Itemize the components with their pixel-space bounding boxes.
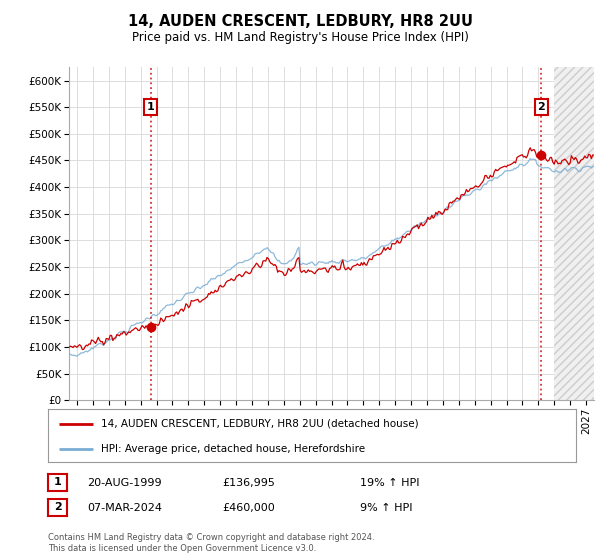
Text: 1: 1 xyxy=(147,102,154,112)
Text: 20-AUG-1999: 20-AUG-1999 xyxy=(87,478,161,488)
Text: £136,995: £136,995 xyxy=(222,478,275,488)
Text: 1: 1 xyxy=(54,477,61,487)
Text: 2: 2 xyxy=(54,502,61,512)
Text: 14, AUDEN CRESCENT, LEDBURY, HR8 2UU (detached house): 14, AUDEN CRESCENT, LEDBURY, HR8 2UU (de… xyxy=(101,419,418,429)
Text: HPI: Average price, detached house, Herefordshire: HPI: Average price, detached house, Here… xyxy=(101,444,365,454)
Text: 07-MAR-2024: 07-MAR-2024 xyxy=(87,503,162,513)
Text: 14, AUDEN CRESCENT, LEDBURY, HR8 2UU: 14, AUDEN CRESCENT, LEDBURY, HR8 2UU xyxy=(128,14,473,29)
Text: £460,000: £460,000 xyxy=(222,503,275,513)
Bar xyxy=(554,67,600,400)
Text: Contains HM Land Registry data © Crown copyright and database right 2024.
This d: Contains HM Land Registry data © Crown c… xyxy=(48,533,374,553)
Text: 9% ↑ HPI: 9% ↑ HPI xyxy=(360,503,413,513)
Text: 2: 2 xyxy=(538,102,545,112)
Text: 19% ↑ HPI: 19% ↑ HPI xyxy=(360,478,419,488)
Text: Price paid vs. HM Land Registry's House Price Index (HPI): Price paid vs. HM Land Registry's House … xyxy=(131,31,469,44)
Bar xyxy=(554,67,600,400)
